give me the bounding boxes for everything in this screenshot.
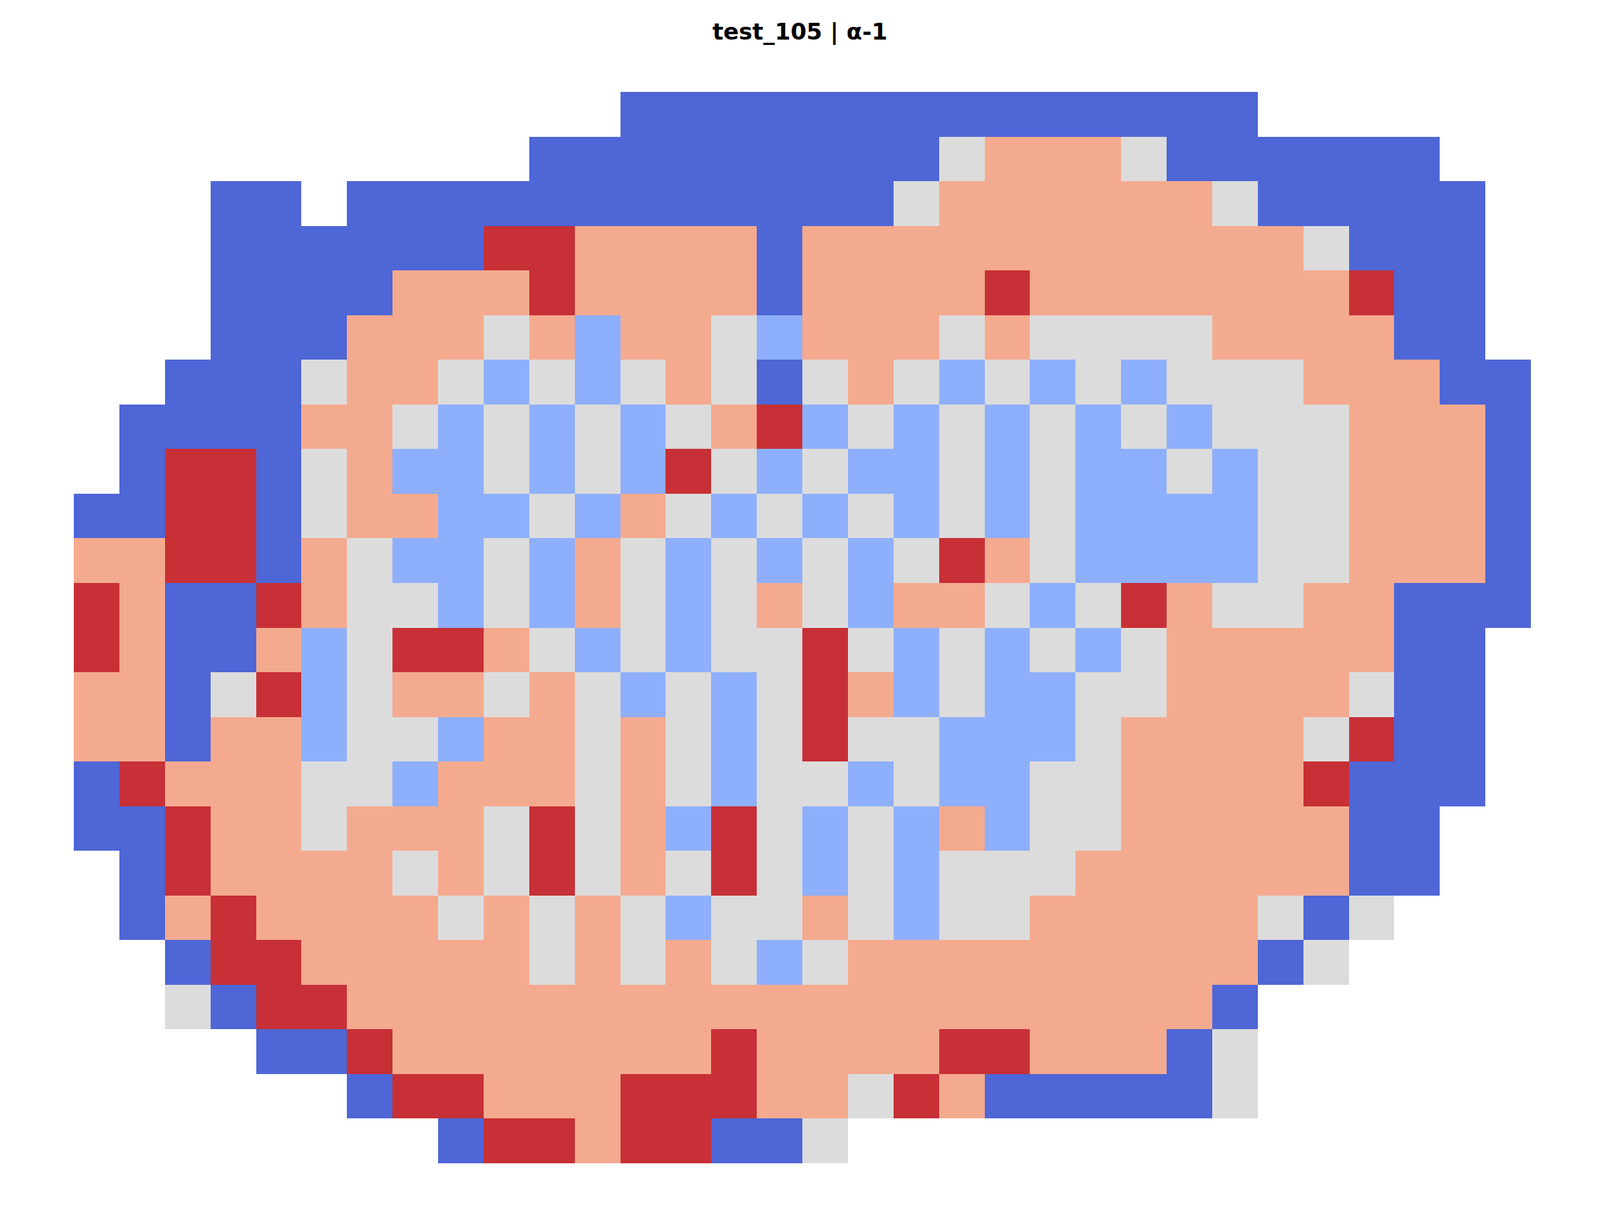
svg-text:test_105 | α-1: test_105 | α-1 (712, 18, 888, 45)
